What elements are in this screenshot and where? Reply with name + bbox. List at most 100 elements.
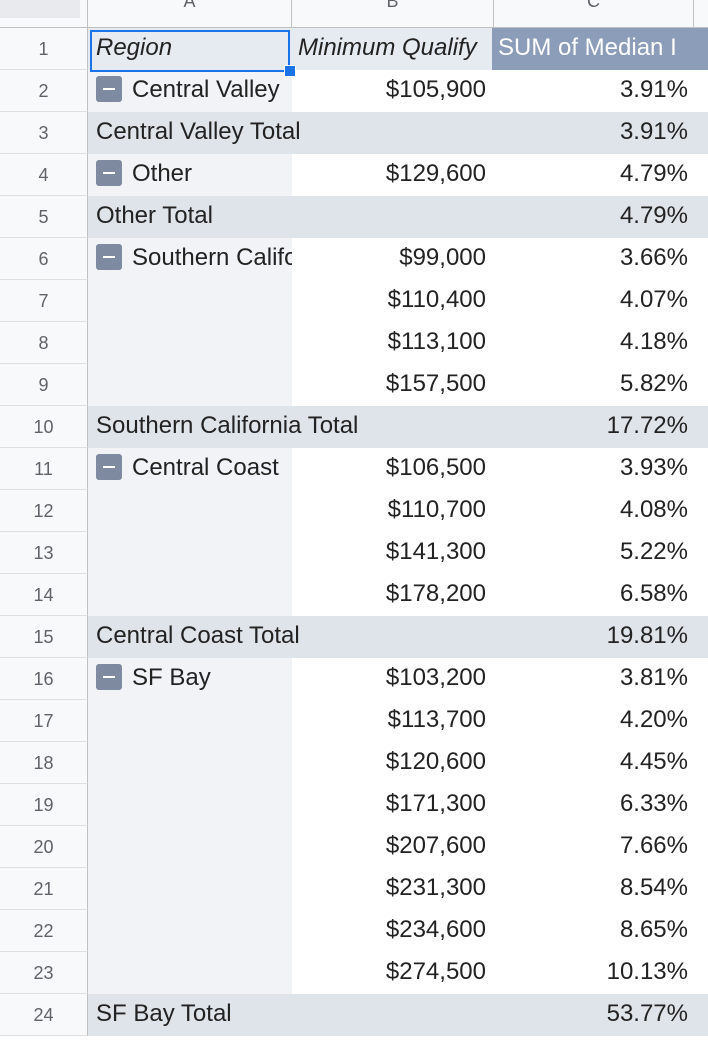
min-income-cell[interactable]: $141,300 bbox=[292, 532, 492, 574]
sum-median-cell[interactable]: 4.18% bbox=[492, 322, 694, 364]
overflow-cell[interactable] bbox=[694, 490, 708, 532]
row-number[interactable]: 2 bbox=[0, 70, 88, 112]
sum-median-cell[interactable]: 3.93% bbox=[492, 448, 694, 490]
region-cell[interactable] bbox=[88, 952, 292, 994]
row-number[interactable]: 18 bbox=[0, 742, 88, 784]
overflow-cell[interactable] bbox=[694, 196, 708, 238]
overflow-cell[interactable] bbox=[694, 952, 708, 994]
min-income-cell[interactable]: $105,900 bbox=[292, 70, 492, 112]
column-header-b[interactable]: B bbox=[292, 0, 494, 28]
sum-median-cell[interactable]: 3.91% bbox=[492, 70, 694, 112]
region-cell[interactable]: SF Bay Total bbox=[88, 994, 492, 1036]
overflow-cell[interactable] bbox=[694, 784, 708, 826]
min-income-cell[interactable]: $99,000 bbox=[292, 238, 492, 280]
min-income-cell[interactable]: $274,500 bbox=[292, 952, 492, 994]
overflow-cell[interactable] bbox=[694, 616, 708, 658]
overflow-cell[interactable] bbox=[694, 826, 708, 868]
region-cell[interactable] bbox=[88, 280, 292, 322]
select-all-corner[interactable] bbox=[0, 0, 88, 28]
row-number[interactable]: 10 bbox=[0, 406, 88, 448]
region-cell[interactable] bbox=[88, 910, 292, 952]
min-income-cell[interactable]: $103,200 bbox=[292, 658, 492, 700]
sum-median-cell[interactable]: 4.07% bbox=[492, 280, 694, 322]
sum-median-cell[interactable]: 3.66% bbox=[492, 238, 694, 280]
region-cell[interactable]: Central Valley bbox=[88, 70, 292, 112]
overflow-cell[interactable] bbox=[694, 448, 708, 490]
row-number[interactable]: 5 bbox=[0, 196, 88, 238]
sum-median-cell[interactable]: 10.13% bbox=[492, 952, 694, 994]
region-cell[interactable] bbox=[88, 700, 292, 742]
sum-median-cell[interactable]: 8.65% bbox=[492, 910, 694, 952]
sum-median-cell[interactable]: 6.33% bbox=[492, 784, 694, 826]
overflow-cell[interactable] bbox=[694, 70, 708, 112]
column-header-a[interactable]: A bbox=[88, 0, 292, 28]
collapse-group-icon[interactable] bbox=[96, 159, 122, 186]
row-number[interactable]: 3 bbox=[0, 112, 88, 154]
region-cell[interactable] bbox=[88, 826, 292, 868]
overflow-cell[interactable] bbox=[694, 868, 708, 910]
overflow-cell[interactable] bbox=[694, 154, 708, 196]
row-number[interactable]: 16 bbox=[0, 658, 88, 700]
sum-median-cell[interactable]: 53.77% bbox=[492, 994, 694, 1036]
overflow-cell[interactable] bbox=[694, 700, 708, 742]
sum-median-cell[interactable]: 17.72% bbox=[492, 406, 694, 448]
sum-median-cell[interactable]: 7.66% bbox=[492, 826, 694, 868]
row-number[interactable]: 8 bbox=[0, 322, 88, 364]
row-number[interactable]: 23 bbox=[0, 952, 88, 994]
min-income-cell[interactable]: $113,100 bbox=[292, 322, 492, 364]
sum-median-cell[interactable]: 5.82% bbox=[492, 364, 694, 406]
overflow-cell[interactable] bbox=[694, 322, 708, 364]
row-number[interactable]: 9 bbox=[0, 364, 88, 406]
column-header-c[interactable]: C bbox=[494, 0, 694, 28]
collapse-group-icon[interactable] bbox=[96, 75, 122, 102]
sum-median-cell[interactable]: 6.58% bbox=[492, 574, 694, 616]
row-number[interactable]: 21 bbox=[0, 868, 88, 910]
fill-handle[interactable] bbox=[284, 65, 296, 77]
row-number[interactable]: 13 bbox=[0, 532, 88, 574]
min-income-cell[interactable]: $207,600 bbox=[292, 826, 492, 868]
min-income-cell[interactable]: $234,600 bbox=[292, 910, 492, 952]
row-number[interactable]: 20 bbox=[0, 826, 88, 868]
region-cell[interactable] bbox=[88, 574, 292, 616]
row-number[interactable]: 6 bbox=[0, 238, 88, 280]
overflow-cell[interactable] bbox=[694, 364, 708, 406]
min-income-cell[interactable]: $178,200 bbox=[292, 574, 492, 616]
region-cell[interactable] bbox=[88, 868, 292, 910]
sum-median-header-cell[interactable]: SUM of Median I bbox=[492, 28, 694, 70]
column-header-d[interactable] bbox=[694, 0, 708, 28]
overflow-cell[interactable] bbox=[694, 574, 708, 616]
region-cell[interactable]: Southern California bbox=[88, 238, 292, 280]
row-number[interactable]: 17 bbox=[0, 700, 88, 742]
overflow-cell[interactable] bbox=[694, 112, 708, 154]
overflow-cell[interactable] bbox=[694, 280, 708, 322]
overflow-cell[interactable] bbox=[694, 28, 708, 70]
sum-median-cell[interactable]: 8.54% bbox=[492, 868, 694, 910]
overflow-cell[interactable] bbox=[694, 994, 708, 1036]
row-number[interactable]: 4 bbox=[0, 154, 88, 196]
min-income-cell[interactable]: $106,500 bbox=[292, 448, 492, 490]
row-number[interactable]: 19 bbox=[0, 784, 88, 826]
min-income-cell[interactable]: $171,300 bbox=[292, 784, 492, 826]
sum-median-cell[interactable]: 5.22% bbox=[492, 532, 694, 574]
min-income-cell[interactable]: $110,400 bbox=[292, 280, 492, 322]
region-cell[interactable] bbox=[88, 742, 292, 784]
region-cell[interactable] bbox=[88, 490, 292, 532]
region-cell[interactable]: SF Bay bbox=[88, 658, 292, 700]
min-income-cell[interactable]: $110,700 bbox=[292, 490, 492, 532]
row-number[interactable]: 1 bbox=[0, 28, 88, 70]
row-number[interactable]: 12 bbox=[0, 490, 88, 532]
row-number[interactable]: 11 bbox=[0, 448, 88, 490]
region-cell[interactable]: Other Total bbox=[88, 196, 492, 238]
row-number[interactable]: 24 bbox=[0, 994, 88, 1036]
sum-median-cell[interactable]: 3.81% bbox=[492, 658, 694, 700]
sum-median-cell[interactable]: 19.81% bbox=[492, 616, 694, 658]
region-cell[interactable] bbox=[88, 322, 292, 364]
overflow-cell[interactable] bbox=[694, 406, 708, 448]
min-income-cell[interactable]: $231,300 bbox=[292, 868, 492, 910]
min-income-cell[interactable]: $129,600 bbox=[292, 154, 492, 196]
region-cell[interactable]: Southern California Total bbox=[88, 406, 492, 448]
row-number[interactable]: 22 bbox=[0, 910, 88, 952]
row-number[interactable]: 7 bbox=[0, 280, 88, 322]
overflow-cell[interactable] bbox=[694, 532, 708, 574]
region-cell[interactable]: Other bbox=[88, 154, 292, 196]
